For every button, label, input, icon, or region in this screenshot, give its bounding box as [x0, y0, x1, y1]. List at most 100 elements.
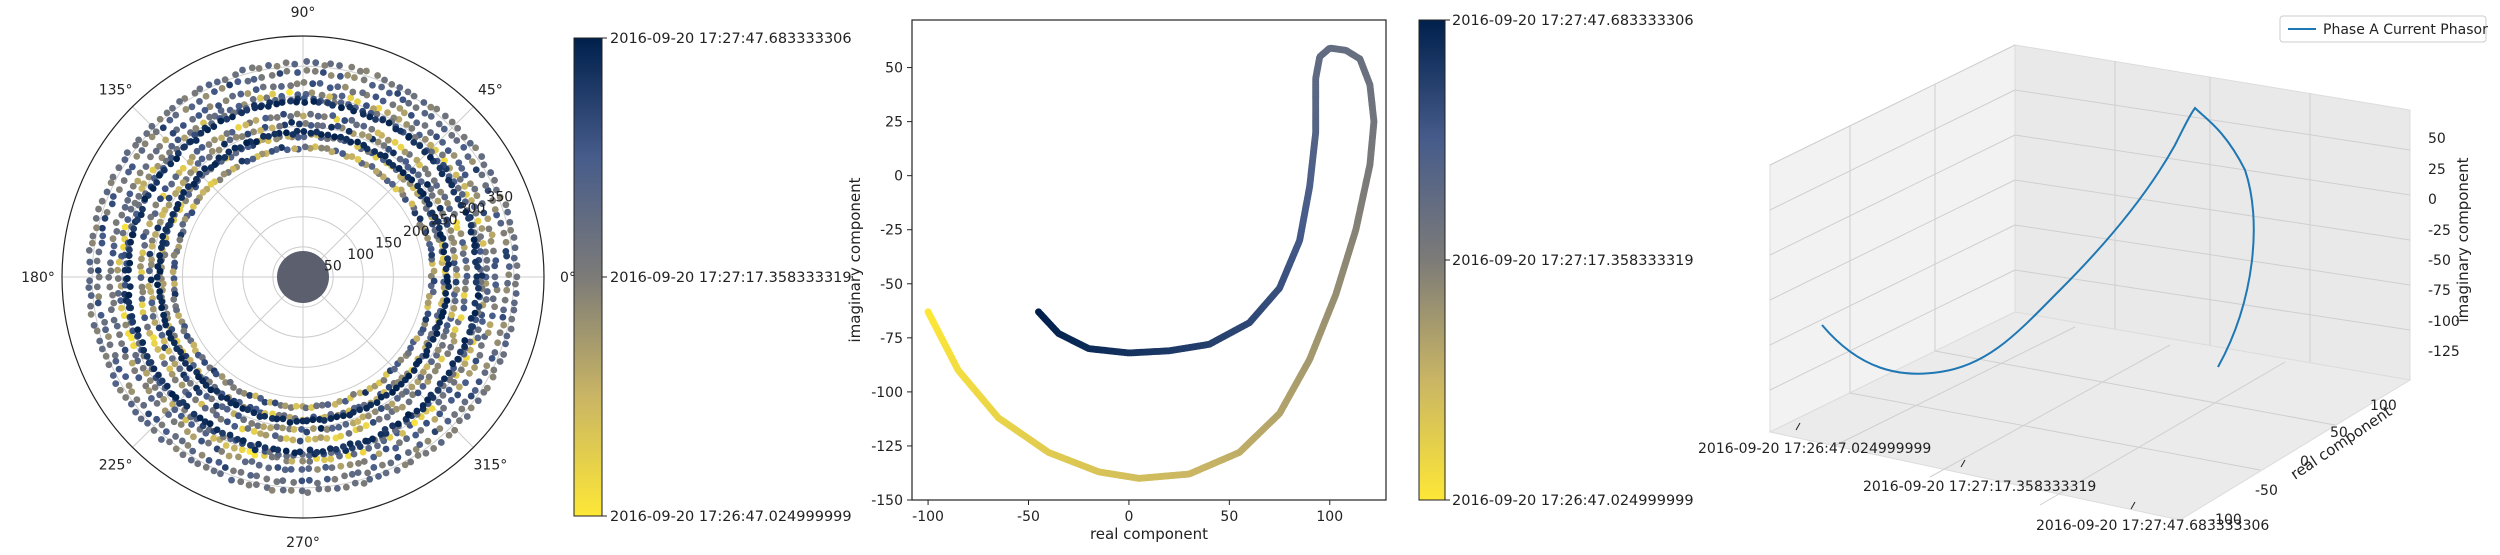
- polar-point: [293, 417, 301, 425]
- polar-point: [424, 310, 432, 318]
- polar-point: [443, 297, 451, 304]
- polar-point: [189, 115, 197, 123]
- polar-point: [511, 244, 519, 252]
- polar-point: [205, 141, 213, 148]
- polar-point: [500, 351, 508, 358]
- polar-point: [466, 328, 474, 336]
- polar-point: [348, 470, 356, 478]
- polar-point: [471, 248, 478, 256]
- polar-point: [215, 146, 223, 154]
- polar-point: [179, 220, 187, 228]
- polar-angle-labels: 0° 45° 90° 135° 180° 225° 270° 315°: [21, 5, 576, 551]
- polar-point: [392, 444, 400, 452]
- polar-point: [208, 147, 216, 155]
- polar-point: [331, 475, 339, 483]
- polar-point: [313, 402, 320, 410]
- polar-point: [369, 81, 376, 89]
- polar-point: [354, 418, 362, 425]
- polar-point: [213, 387, 221, 395]
- y-tick-label: 25: [885, 115, 903, 131]
- polar-point: [137, 211, 145, 219]
- polar-point: [392, 384, 400, 392]
- polar-point: [157, 195, 164, 203]
- polar-point: [356, 389, 364, 397]
- polar-point: [430, 267, 438, 275]
- polar-point: [311, 67, 319, 75]
- polar-point: [368, 163, 376, 170]
- polar-point: [344, 71, 352, 79]
- polar-point: [171, 406, 179, 414]
- polar-point: [161, 360, 168, 368]
- polar-point: [223, 130, 231, 137]
- polar-point: [306, 144, 314, 152]
- polar-point: [363, 67, 370, 75]
- polar-point: [428, 330, 435, 338]
- polar-angle-label: 90°: [291, 5, 316, 21]
- polar-point: [168, 370, 176, 378]
- y-tick-label: -125: [871, 439, 903, 455]
- polar-point: [510, 234, 518, 241]
- polar-point: [135, 374, 143, 382]
- polar-point: [218, 134, 225, 142]
- cartesian-x-axis-label: real component: [1090, 525, 1208, 543]
- polar-point: [366, 385, 374, 392]
- polar-point: [421, 122, 429, 129]
- cartesian-colorbar: 2016-09-20 17:27:47.683333306 2016-09-20…: [1418, 13, 1694, 509]
- polar-point: [227, 399, 235, 407]
- polar-point: [109, 249, 117, 257]
- polar-point: [283, 67, 291, 75]
- polar-point: [122, 321, 130, 329]
- polar-point: [371, 148, 379, 155]
- polar-point: [281, 121, 289, 129]
- polar-point: [350, 450, 358, 458]
- polar-point: [86, 258, 94, 266]
- polar-point: [225, 148, 233, 156]
- polar-point: [201, 165, 209, 173]
- polar-point: [105, 361, 113, 369]
- polar-point: [213, 78, 221, 86]
- polar-point: [134, 216, 141, 224]
- polar-point: [417, 426, 425, 434]
- polar-point: [177, 348, 185, 356]
- polar-point: [336, 397, 344, 405]
- polar-point: [169, 210, 177, 218]
- polar-point: [394, 394, 401, 402]
- polar-point: [347, 94, 355, 102]
- polar-point: [456, 348, 464, 356]
- polar-point: [103, 208, 111, 216]
- polar-point: [308, 89, 316, 97]
- polar-point: [231, 144, 239, 152]
- polar-point: [299, 112, 307, 120]
- x-tick-label: -50: [1017, 509, 1040, 525]
- polar-point: [106, 283, 114, 291]
- polar-point: [375, 450, 383, 458]
- polar-point: [124, 216, 132, 223]
- polar-point: [291, 145, 299, 153]
- polar-point: [282, 447, 290, 455]
- polar-point: [396, 439, 403, 447]
- polar-point: [135, 192, 143, 200]
- polar-point: [393, 405, 400, 413]
- polar-point: [276, 122, 284, 130]
- polar-point: [476, 248, 484, 255]
- polar-point: [448, 234, 455, 242]
- polar-point: [485, 225, 493, 233]
- polar-point: [453, 137, 461, 144]
- polar-point: [289, 436, 297, 444]
- polar-point: [137, 415, 145, 423]
- polar-point: [454, 124, 462, 132]
- polar-point: [115, 365, 123, 373]
- polar-point: [268, 486, 276, 494]
- polar-point: [366, 113, 374, 121]
- polar-point: [385, 158, 393, 166]
- polar-point: [392, 125, 400, 133]
- polar-point: [460, 291, 468, 299]
- polar-point: [154, 224, 162, 232]
- polar-point: [507, 325, 515, 333]
- polar-point: [490, 366, 498, 374]
- polar-point: [176, 98, 183, 105]
- polar-point: [307, 110, 314, 118]
- polar-point: [326, 93, 333, 101]
- polar-point: [181, 95, 189, 102]
- polar-point: [140, 346, 148, 354]
